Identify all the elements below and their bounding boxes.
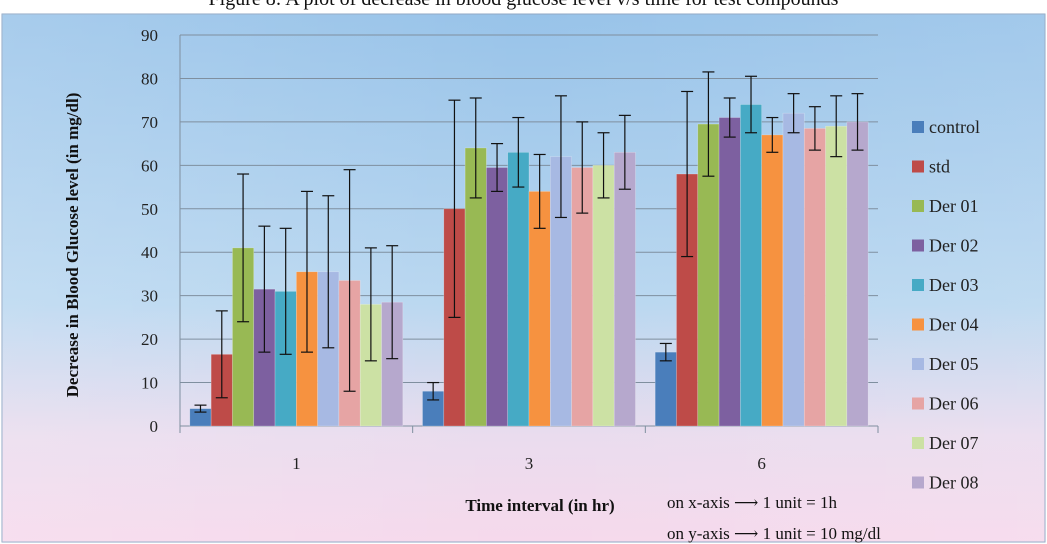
legend-swatch (912, 200, 924, 212)
error-bar (745, 75, 758, 134)
legend-swatch (912, 476, 924, 489)
x-axis-title: Time interval (in hr) (465, 496, 614, 515)
y-tick-label: 0 (150, 417, 159, 436)
error-bar (386, 245, 399, 360)
legend-entry: Der 08 (912, 473, 978, 493)
x-tick-label: 3 (525, 454, 534, 473)
legend-entry: Der 04 (912, 315, 978, 335)
y-tick-label: 10 (141, 374, 158, 393)
legend-swatch (912, 397, 924, 410)
error-bar (554, 95, 567, 219)
error-bar (851, 93, 864, 151)
error-bar (576, 121, 589, 214)
legend-label: Der 04 (929, 315, 978, 335)
bar-der-07-6 (825, 125, 848, 427)
error-bar (364, 247, 377, 362)
error-bar (597, 132, 610, 199)
y-tick-label: 40 (141, 243, 158, 262)
legend-swatch (912, 318, 924, 331)
legend-label: Der 01 (929, 196, 978, 216)
error-bar (787, 93, 800, 134)
error-bar (659, 342, 672, 362)
bar-der-08-6 (846, 121, 869, 427)
bar-der-02-6 (718, 117, 741, 427)
legend-label: Der 02 (929, 236, 978, 256)
legend-label: Der 06 (929, 394, 978, 414)
error-bar (681, 90, 694, 258)
error-bar (702, 71, 715, 177)
y-tick-labels: 0 10 20 30 40 50 60 70 80 90 (141, 26, 158, 436)
error-bar (194, 404, 207, 413)
error-bar (300, 190, 313, 353)
legend-swatch (912, 437, 924, 449)
legend-label: Der 03 (929, 275, 978, 295)
error-bar (448, 99, 461, 318)
error-bar (618, 114, 631, 190)
x-tick-label: 6 (757, 454, 766, 473)
y-axis-title: Decrease in Blood Glucose level (in mg/d… (63, 93, 82, 398)
bar-der-02-3 (486, 167, 508, 427)
legend-swatch (912, 121, 924, 133)
bars (189, 104, 869, 427)
x-tick-labels: 1 3 6 (292, 454, 766, 473)
error-bar (279, 227, 292, 355)
error-bar (512, 116, 525, 188)
x-unit-note: on x-axis ⟶ 1 unit = 1h (667, 493, 837, 512)
y-tick-label: 60 (141, 156, 158, 175)
legend-entry: Der 06 (912, 394, 978, 414)
error-bar (491, 143, 504, 192)
legend-label: Der 07 (929, 433, 978, 453)
legend-entry: Der 05 (912, 354, 978, 374)
y-tick-label: 30 (141, 287, 158, 306)
error-bar (215, 310, 228, 399)
error-bar (258, 225, 271, 353)
error-bar (533, 153, 546, 229)
error-bar (723, 97, 736, 138)
legend-swatch (912, 160, 924, 173)
y-tick-label: 80 (141, 69, 158, 88)
error-bar (427, 381, 440, 401)
y-tick-label: 50 (141, 200, 158, 219)
legend-entry: Der 07 (912, 433, 978, 453)
error-bar (237, 173, 250, 323)
bar-der-08-3 (613, 152, 636, 427)
bar-der-03-6 (740, 104, 762, 427)
bar-der-04-6 (761, 134, 784, 427)
legend-entry: control (912, 117, 980, 137)
legend-entry: Der 03 (912, 275, 978, 295)
legend-label: control (929, 117, 980, 137)
legend-label: Der 05 (929, 354, 978, 374)
legend-entry: Der 02 (912, 236, 978, 256)
error-bar (830, 95, 843, 158)
x-tick-label: 1 (292, 454, 301, 473)
error-bar (808, 106, 821, 151)
legend-entry: Der 01 (912, 196, 978, 216)
error-bar (322, 195, 335, 349)
y-tick-label: 70 (141, 113, 158, 132)
legend-swatch (912, 358, 924, 370)
legend: control std Der 01 Der 02 Der 03 Der 04 Der 05… (912, 117, 980, 493)
bar-control-6 (654, 351, 677, 427)
legend-swatch (912, 279, 924, 291)
error-bars (194, 71, 864, 413)
y-unit-note: on y-axis ⟶ 1 unit = 10 mg/dl (667, 524, 881, 543)
error-bar (766, 116, 779, 153)
bar-der-06-6 (803, 128, 826, 427)
figure-caption: Figure 8: A plot of decrease in blood gl… (0, 0, 1047, 10)
bar-der-05-6 (782, 112, 805, 427)
legend-swatch (912, 239, 924, 252)
legend-label: std (929, 157, 950, 177)
y-tick-label: 20 (141, 330, 158, 349)
bar-der-03-3 (507, 152, 530, 427)
legend-label: Der 08 (929, 473, 978, 493)
error-bar (343, 169, 356, 392)
legend-entry: std (912, 157, 950, 177)
y-tick-label: 90 (141, 26, 158, 45)
bar-der-07-3 (592, 165, 615, 427)
error-bar (469, 97, 482, 199)
